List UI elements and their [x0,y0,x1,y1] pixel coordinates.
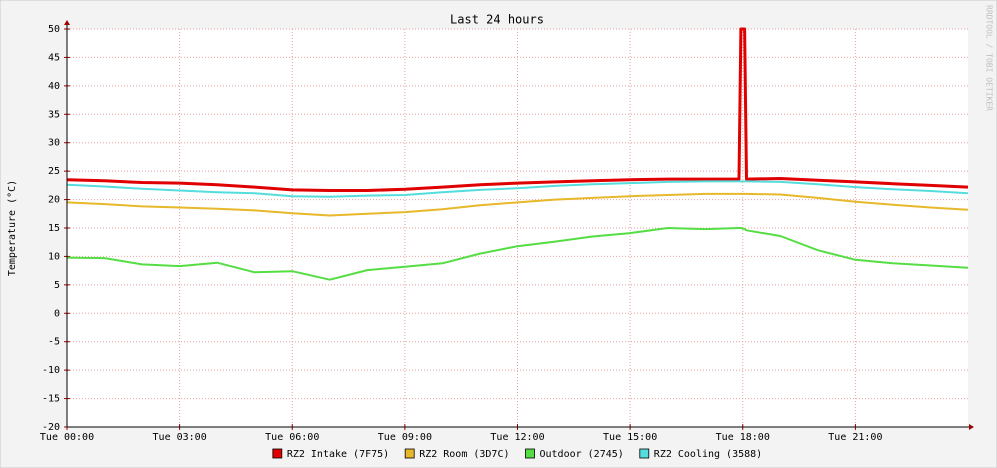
lines [66,27,969,281]
x-tick-label: Tue 18:00 [716,432,770,443]
x-tick-label: Tue 00:00 [40,432,94,443]
legend-item: RZ2 Room (3D7C) [404,448,510,460]
series-line [66,227,969,281]
series-line [66,192,969,217]
legend-swatch [272,448,283,459]
legend: RZ2 Intake (7F75) RZ2 Room (3D7C) Outdoor … [272,448,762,460]
y-tick-label: 35 [48,109,60,120]
y-tick-label: 40 [48,81,60,92]
x-arrow [969,424,974,430]
watermark: RRDTOOL / TOBI OETIKER [985,5,994,111]
y-arrow [64,20,70,25]
y-tick-label: 15 [48,223,60,234]
y-tick-label: 25 [48,166,60,177]
y-tick-label: 5 [54,280,60,291]
y-tick-label: 10 [48,251,60,262]
x-tick-label: Tue 06:00 [265,432,319,443]
legend-label: RZ2 Intake (7F75) [287,449,389,460]
x-tick-label: Tue 21:00 [828,432,882,443]
y-tick-label: -15 [42,394,60,405]
legend-item: RZ2 Cooling (3588) [639,448,762,460]
legend-label: RZ2 Room (3D7C) [419,449,509,460]
legend-swatch [525,448,535,459]
legend-swatch [639,448,650,459]
x-tick-label: Tue 12:00 [490,432,544,443]
legend-item: RZ2 Intake (7F75) [272,448,389,460]
y-tick-label: 50 [48,24,60,35]
y-tick-label: 20 [48,195,60,206]
y-axis-label: Temperature (°C) [7,180,18,276]
chart-title: Last 24 hours [450,13,544,27]
legend-item: Outdoor (2745) [525,448,624,460]
grid [64,28,968,430]
series-line [66,180,969,198]
legend-label: RZ2 Cooling (3588) [654,449,762,460]
legend-swatch [404,448,415,459]
series-line [66,27,969,192]
x-tick-label: Tue 09:00 [378,432,432,443]
x-tick-label: Tue 15:00 [603,432,657,443]
legend-label: Outdoor (2745) [540,449,624,460]
y-tick-label: -20 [42,422,60,433]
y-tick-label: 0 [54,308,60,319]
y-tick-label: 30 [48,138,60,149]
y-tick-label: -10 [42,365,60,376]
y-tick-label: -5 [48,337,60,348]
x-tick-label: Tue 03:00 [153,432,207,443]
y-tick-label: 45 [48,52,60,63]
